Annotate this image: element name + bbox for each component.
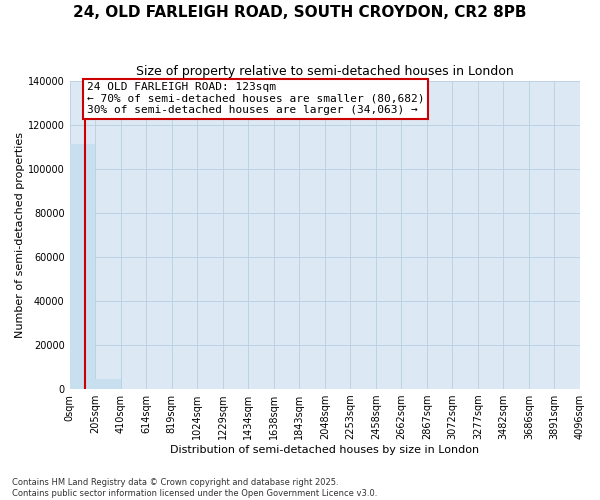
X-axis label: Distribution of semi-detached houses by size in London: Distribution of semi-detached houses by … [170,445,479,455]
Text: 24, OLD FARLEIGH ROAD, SOUTH CROYDON, CR2 8PB: 24, OLD FARLEIGH ROAD, SOUTH CROYDON, CR… [73,5,527,20]
Text: Contains HM Land Registry data © Crown copyright and database right 2025.
Contai: Contains HM Land Registry data © Crown c… [12,478,377,498]
Bar [70,144,95,389]
Title: Size of property relative to semi-detached houses in London: Size of property relative to semi-detach… [136,65,514,78]
Y-axis label: Number of semi-detached properties: Number of semi-detached properties [15,132,25,338]
Text: 24 OLD FARLEIGH ROAD: 123sqm
← 70% of semi-detached houses are smaller (80,682)
: 24 OLD FARLEIGH ROAD: 123sqm ← 70% of se… [87,82,424,116]
Bar [95,379,121,389]
